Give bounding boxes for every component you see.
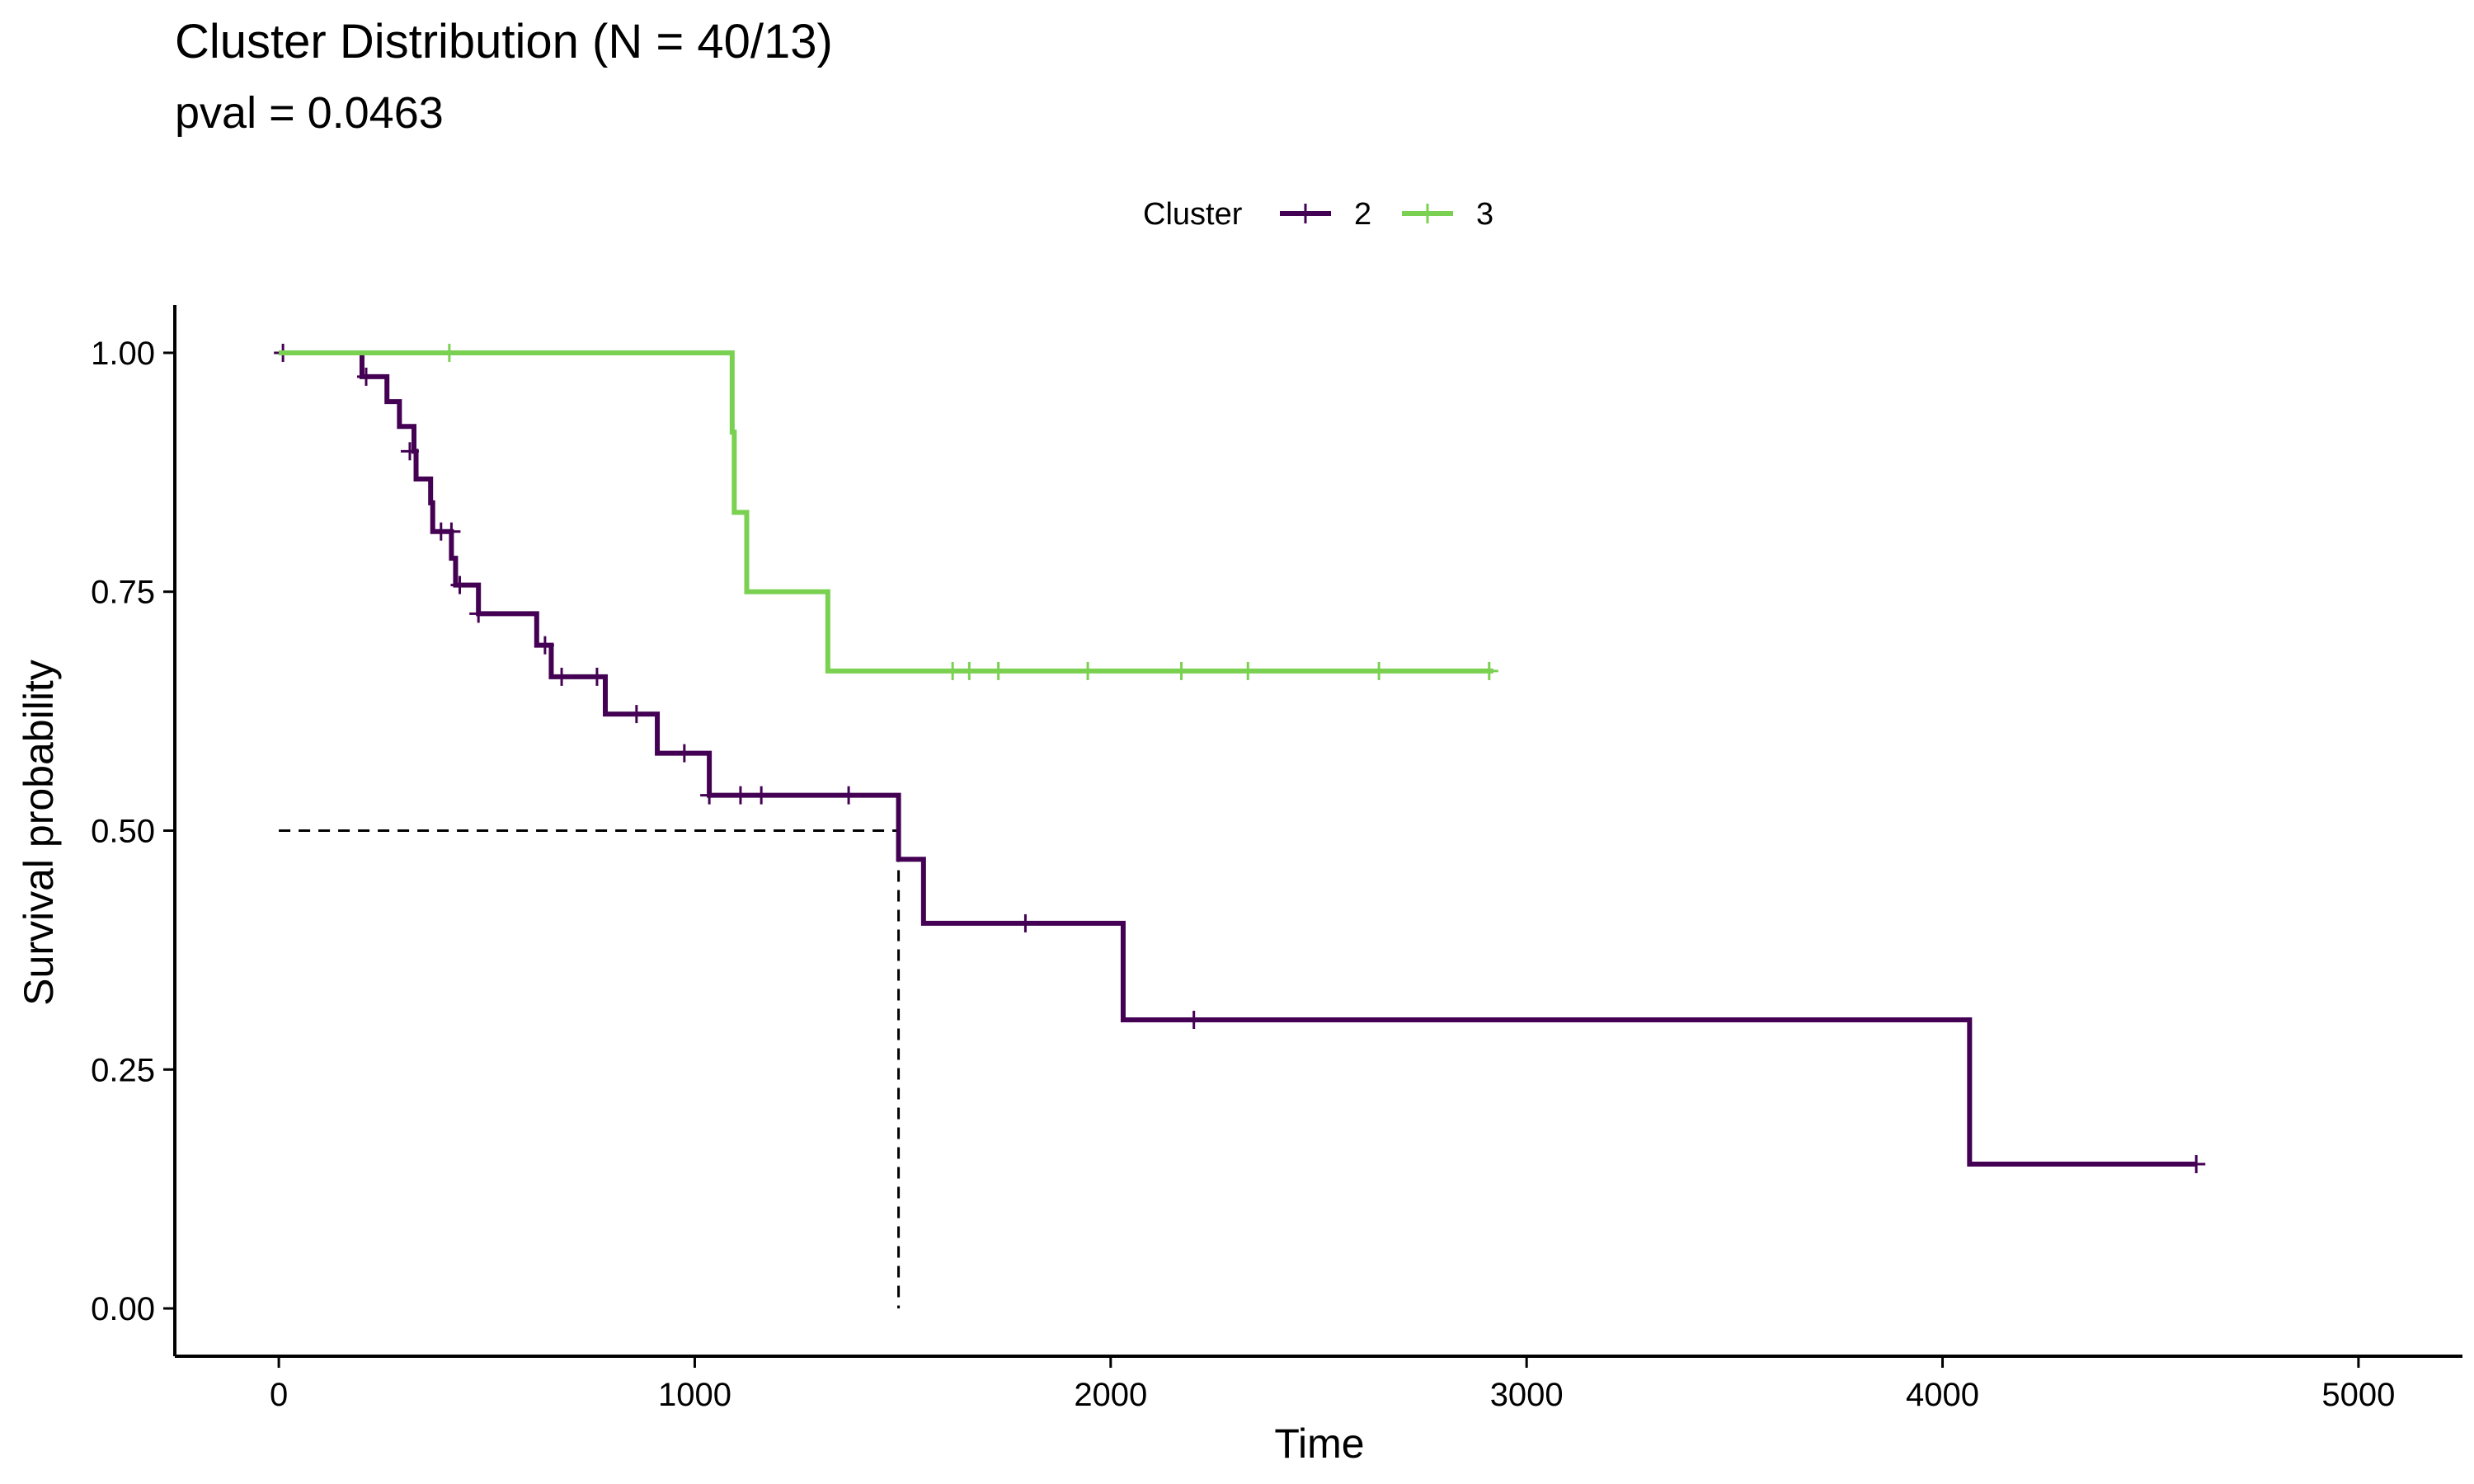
- censor-mark: [700, 786, 719, 805]
- censor-mark: [587, 667, 606, 686]
- y-tick-label: 0.00: [91, 1291, 155, 1327]
- censor-mark: [442, 522, 461, 541]
- censor-mark: [553, 667, 571, 686]
- x-tick-label: 5000: [2321, 1377, 2395, 1413]
- y-tick-label: 0.50: [91, 814, 155, 850]
- censor-mark: [1239, 661, 1258, 680]
- x-tick-label: 4000: [1906, 1377, 1979, 1413]
- censor-mark: [1079, 661, 1098, 680]
- censor-mark: [469, 604, 488, 623]
- censor-mark: [960, 661, 979, 680]
- legend: Cluster 2 3: [1143, 197, 1493, 232]
- y-tick-label: 0.75: [91, 575, 155, 611]
- censor-mark: [440, 343, 459, 362]
- censor-mark: [1479, 661, 1498, 680]
- censor-mark: [1370, 661, 1389, 680]
- legend-label: 3: [1476, 197, 1493, 232]
- censor-mark: [1172, 661, 1191, 680]
- censor-mark: [1184, 1011, 1203, 1029]
- censor-mark: [675, 744, 694, 763]
- axes: 0 1000 2000 3000 4000 5000 0.00 0.25 0.50 0.75 1.…: [91, 305, 2462, 1413]
- legend-title: Cluster: [1143, 197, 1243, 232]
- x-tick-label: 3000: [1490, 1377, 1564, 1413]
- x-tick-label: 1000: [658, 1377, 731, 1413]
- x-tick-label: 0: [270, 1377, 288, 1413]
- survival-curve-3: [279, 350, 1493, 674]
- censor-mark: [357, 367, 376, 386]
- series-cluster-3: [279, 343, 1498, 680]
- legend-item-2: 2: [1280, 197, 1371, 232]
- censor-mark: [1016, 913, 1035, 932]
- x-axis-title: Time: [1274, 1421, 1364, 1467]
- censor-mark: [535, 636, 554, 655]
- censor-mark: [627, 705, 646, 724]
- censor-mark: [840, 786, 858, 805]
- median-reference: [279, 829, 901, 1309]
- series-cluster-2: [274, 343, 2206, 1174]
- censor-mark: [731, 786, 750, 805]
- chart-title: Cluster Distribution (N = 40/13): [175, 15, 833, 68]
- y-tick-label: 0.25: [91, 1052, 155, 1088]
- censor-mark: [2187, 1155, 2206, 1174]
- x-tick-label: 2000: [1074, 1377, 1147, 1413]
- chart-subtitle: pval = 0.0463: [175, 88, 444, 138]
- censor-mark: [752, 786, 771, 805]
- y-axis-title: Survival probability: [16, 660, 62, 1006]
- censor-mark: [450, 575, 469, 594]
- censor-mark: [943, 661, 962, 680]
- censor-mark: [400, 442, 419, 461]
- censor-mark: [989, 661, 1008, 680]
- survival-curve-2: [279, 350, 2197, 1167]
- legend-item-3: 3: [1402, 197, 1493, 232]
- legend-label: 2: [1354, 197, 1371, 232]
- y-tick-label: 1.00: [91, 336, 155, 372]
